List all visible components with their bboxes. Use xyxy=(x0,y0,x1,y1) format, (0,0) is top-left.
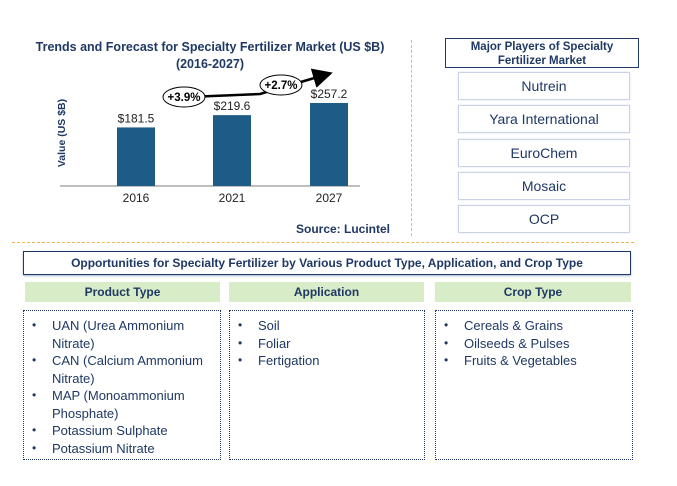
growth-label-1: +3.9% xyxy=(168,92,201,104)
player-eurochem: EuroChem xyxy=(458,139,630,167)
application-list-box: • Soil • Foliar • Fertigation xyxy=(229,310,425,460)
column-header-application: Application xyxy=(229,282,424,302)
players-header: Major Players of Specialty Fertilizer Ma… xyxy=(445,38,639,68)
player-ocp: OCP xyxy=(458,205,630,233)
player-nutrein: Nutrein xyxy=(458,72,630,100)
tick-label-2021: 2021 xyxy=(219,191,246,205)
list-item: • Potassium Nitrate xyxy=(32,440,155,456)
tick-label-2027: 2027 xyxy=(316,191,343,205)
player-mosaic: Mosaic xyxy=(458,172,630,200)
column-header-product-type: Product Type xyxy=(25,282,220,302)
list-item: • CAN (Calcium Ammonium Nitrate) xyxy=(32,353,203,386)
product-type-list-box: • UAN (Urea Ammonium Nitrate) • CAN (Calci… xyxy=(23,310,221,460)
list-item: • Soil xyxy=(238,318,280,333)
list-item: • Oilseeds & Pulses xyxy=(444,335,570,351)
list-item: • Cereals & Grains xyxy=(444,318,563,333)
tick-label-2016: 2016 xyxy=(123,191,150,205)
data-label-2027: $257.2 xyxy=(311,87,348,101)
growth-bubble-2 xyxy=(259,74,303,96)
vertical-divider xyxy=(411,40,412,236)
chart-title: Trends and Forecast for Specialty Fertil… xyxy=(35,40,385,71)
source-note: Source: Lucintel xyxy=(296,222,391,236)
opportunities-header: Opportunities for Specialty Fertilizer b… xyxy=(23,251,631,275)
list-item: • Fertigation xyxy=(238,353,320,368)
list-item: • UAN (Urea Ammonium Nitrate) xyxy=(32,318,185,351)
bar-2027 xyxy=(310,103,348,186)
bar-2021 xyxy=(213,115,251,186)
list-item: • Foliar xyxy=(238,335,291,351)
data-label-2016: $181.5 xyxy=(118,111,155,125)
column-header-crop-type: Crop Type xyxy=(435,282,631,302)
list-item: • Fruits & Vegetables xyxy=(444,353,577,368)
crop-type-list-box: • Cereals & Grains • Oilseeds & Pulses • Fr… xyxy=(435,310,633,460)
bar-chart: $181.5 2016 $219.6 2021 $257.2 2027 +3.9% +2.7% xyxy=(60,68,360,205)
horizontal-divider xyxy=(12,242,634,243)
player-yara-international: Yara International xyxy=(458,105,630,133)
growth-label-2: +2.7% xyxy=(265,80,298,92)
list-item: • MAP (Monoammonium Phosphate) xyxy=(32,388,185,421)
data-label-2021: $219.6 xyxy=(214,99,251,113)
growth-bubble-1 xyxy=(162,86,206,108)
bar-2016 xyxy=(117,127,155,186)
list-item: • Potassium Sulphate xyxy=(32,423,168,438)
